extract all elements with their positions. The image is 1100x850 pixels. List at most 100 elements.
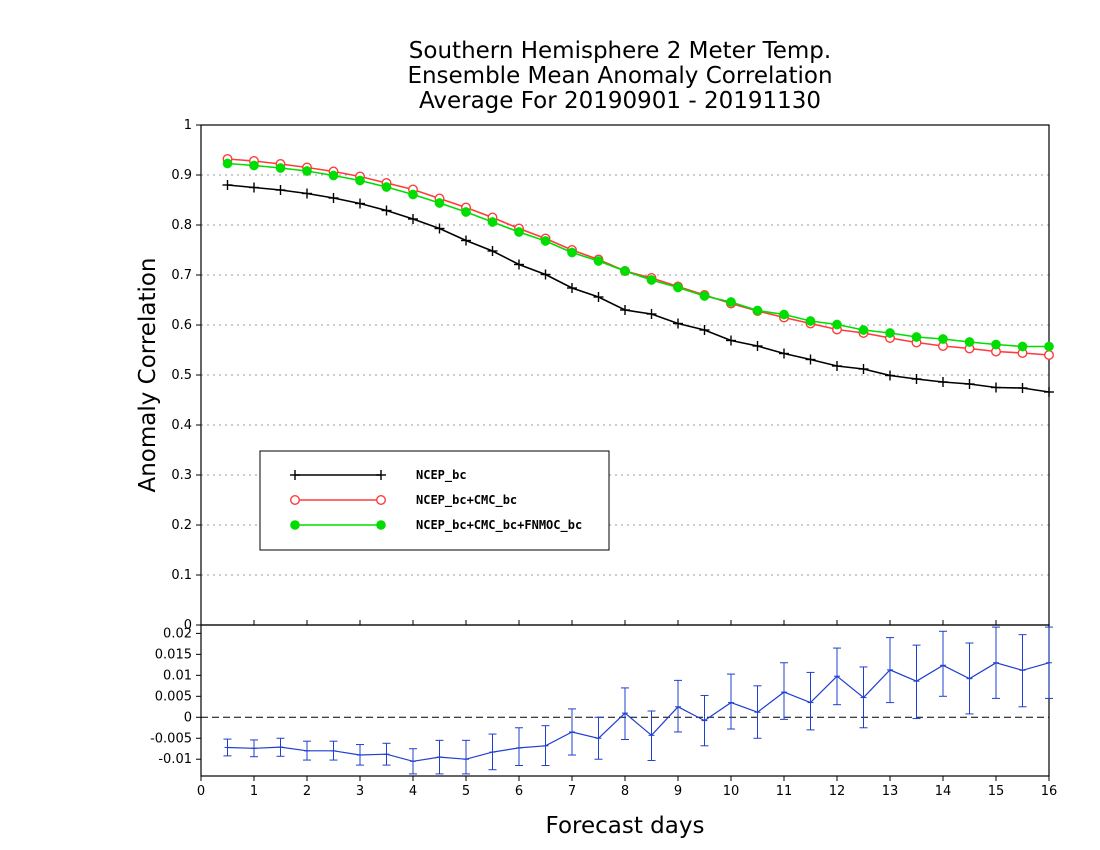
data-point-NCEP_bc bbox=[885, 370, 895, 381]
data-point-NCEP_bc bbox=[302, 188, 312, 199]
x-tick-label-16: 16 bbox=[1041, 784, 1058, 799]
y-tick-label-0.5: 0.5 bbox=[171, 368, 192, 383]
y-tick-label-0.1: 0.1 bbox=[171, 568, 192, 583]
legend-label-NCEP_bc+CMC_bc: NCEP_bc+CMC_bc bbox=[416, 493, 517, 508]
data-point-NCEP_bc+CMC_bc bbox=[1043, 350, 1054, 361]
error-bar bbox=[541, 725, 550, 767]
x-tick-label-3: 3 bbox=[356, 784, 364, 799]
series-line-NCEP_bc+CMC_bc+FNMOC_bc bbox=[227, 162, 1049, 348]
error-bar bbox=[462, 739, 470, 775]
x-tick-label-10: 10 bbox=[723, 784, 740, 799]
data-point-NCEP_bc+CMC_bc+FNMOC_bc bbox=[514, 227, 524, 237]
y-tick-label-0.6: 0.6 bbox=[171, 318, 192, 333]
error-bar bbox=[992, 626, 1000, 699]
error-bar bbox=[435, 739, 444, 775]
data-point-NCEP_bc+CMC_bc+FNMOC_bc bbox=[567, 247, 577, 258]
data-point-NCEP_bc bbox=[355, 198, 365, 209]
x-tick-label-4: 4 bbox=[409, 784, 417, 799]
data-point-NCEP_bc bbox=[832, 361, 842, 371]
y-tick-label-1: 1 bbox=[184, 118, 192, 133]
data-point-NCEP_bc bbox=[964, 379, 975, 389]
bottom-y-tick-label: -0.005 bbox=[150, 731, 192, 746]
data-point-NCEP_bc bbox=[461, 235, 471, 246]
x-tick-label-2: 2 bbox=[303, 784, 311, 799]
x-tick-label-6: 6 bbox=[515, 784, 523, 799]
data-point-NCEP_bc+CMC_bc+FNMOC_bc bbox=[673, 282, 683, 293]
data-point-NCEP_bc+CMC_bc+FNMOC_bc bbox=[964, 337, 975, 347]
bottom-y-tick-label: 0 bbox=[184, 710, 192, 725]
error-bar bbox=[939, 630, 947, 697]
data-point-NCEP_bc bbox=[779, 348, 789, 359]
data-point-NCEP_bc+CMC_bc+FNMOC_bc bbox=[249, 160, 259, 171]
data-point-NCEP_bc bbox=[646, 309, 657, 319]
data-point-NCEP_bc bbox=[381, 205, 392, 216]
data-point-NCEP_bc bbox=[858, 364, 869, 374]
chart-title-line-1: Southern Hemisphere 2 Meter Temp. bbox=[409, 38, 831, 64]
data-point-NCEP_bc+CMC_bc+FNMOC_bc bbox=[593, 256, 604, 266]
error-bar bbox=[647, 710, 656, 761]
data-point-NCEP_bc bbox=[673, 318, 683, 329]
legend-label-NCEP_bc+CMC_bc+FNMOC_bc: NCEP_bc+CMC_bc+FNMOC_bc bbox=[416, 518, 582, 533]
data-point-NCEP_bc bbox=[328, 193, 339, 203]
top-panel-series bbox=[222, 153, 1054, 397]
data-point-NCEP_bc bbox=[540, 269, 551, 280]
x-tick-label-0: 0 bbox=[197, 784, 205, 799]
error-bar bbox=[1018, 634, 1027, 708]
data-point-NCEP_bc+CMC_bc+FNMOC_bc bbox=[991, 339, 1001, 350]
data-point-NCEP_bc+CMC_bc+FNMOC_bc bbox=[461, 207, 471, 217]
error-bar bbox=[329, 740, 338, 761]
data-point-NCEP_bc+CMC_bc+FNMOC_bc bbox=[222, 158, 233, 169]
data-point-NCEP_bc bbox=[991, 382, 1001, 393]
series-line-NCEP_bc+CMC_bc bbox=[227, 158, 1050, 356]
bottom-y-tick-label: 0.005 bbox=[155, 689, 192, 704]
error-bar bbox=[1045, 626, 1053, 699]
series-line-NCEP_bc bbox=[227, 184, 1050, 393]
chart-title-line-2: Ensemble Mean Anomaly Correlation bbox=[407, 63, 832, 89]
error-bar bbox=[488, 733, 497, 771]
data-point-NCEP_bc+CMC_bc+FNMOC_bc bbox=[434, 198, 445, 208]
error-bar bbox=[859, 666, 868, 729]
series-NCEP_bc+CMC_bc+FNMOC_bc bbox=[222, 158, 1054, 352]
data-point-NCEP_bc+CMC_bc+FNMOC_bc bbox=[487, 217, 498, 227]
error-bar bbox=[594, 716, 603, 760]
data-point-NCEP_bc+CMC_bc+FNMOC_bc bbox=[620, 266, 630, 276]
legend-item-NCEP_bc+CMC_bc+FNMOC_bc: NCEP_bc+CMC_bc+FNMOC_bc bbox=[290, 518, 582, 533]
data-point-NCEP_bc bbox=[275, 185, 286, 195]
x-tick-label-12: 12 bbox=[829, 784, 846, 799]
y-tick-label-0.4: 0.4 bbox=[171, 418, 192, 433]
error-bar bbox=[568, 708, 576, 756]
data-point-NCEP_bc+CMC_bc+FNMOC_bc bbox=[805, 316, 816, 326]
data-point-NCEP_bc bbox=[620, 305, 630, 315]
data-point-NCEP_bc bbox=[408, 214, 418, 224]
data-point-NCEP_bc bbox=[249, 182, 259, 193]
x-tick-label-8: 8 bbox=[621, 784, 629, 799]
data-point-NCEP_bc+CMC_bc+FNMOC_bc bbox=[858, 325, 869, 335]
legend-item-NCEP_bc+CMC_bc: NCEP_bc+CMC_bc bbox=[290, 493, 517, 508]
x-tick-label-15: 15 bbox=[988, 784, 1005, 799]
data-point-NCEP_bc bbox=[726, 335, 736, 346]
error-bar bbox=[886, 637, 894, 704]
difference-line bbox=[227, 662, 1050, 762]
data-point-NCEP_bc+CMC_bc+FNMOC_bc bbox=[646, 275, 657, 285]
data-point-NCEP_bc bbox=[938, 377, 948, 387]
data-point-NCEP_bc+CMC_bc+FNMOC_bc bbox=[911, 332, 922, 342]
bottom-panel-series bbox=[223, 626, 1053, 775]
bottom-y-tick-label: 0.02 bbox=[163, 626, 192, 641]
error-bar bbox=[382, 742, 391, 766]
data-point-NCEP_bc+CMC_bc+FNMOC_bc bbox=[408, 189, 418, 200]
data-point-NCEP_bc+CMC_bc+FNMOC_bc bbox=[1017, 341, 1028, 352]
difference-series bbox=[223, 626, 1053, 775]
data-point-NCEP_bc bbox=[567, 283, 577, 293]
data-point-NCEP_bc+CMC_bc+FNMOC_bc bbox=[752, 305, 763, 316]
error-bar bbox=[700, 694, 709, 747]
x-tick-label-11: 11 bbox=[776, 784, 793, 799]
legend-item-NCEP_bc: NCEP_bc bbox=[290, 468, 467, 483]
chart-title-line-3: Average For 20190901 - 20191130 bbox=[419, 88, 821, 114]
x-tick-label-1: 1 bbox=[250, 784, 258, 799]
x-tick-label-14: 14 bbox=[935, 784, 952, 799]
data-point-NCEP_bc+CMC_bc+FNMOC_bc bbox=[885, 328, 895, 338]
data-point-NCEP_bc+CMC_bc+FNMOC_bc bbox=[302, 166, 312, 176]
y-tick-label-0.7: 0.7 bbox=[171, 268, 192, 283]
data-point-NCEP_bc bbox=[911, 374, 922, 384]
